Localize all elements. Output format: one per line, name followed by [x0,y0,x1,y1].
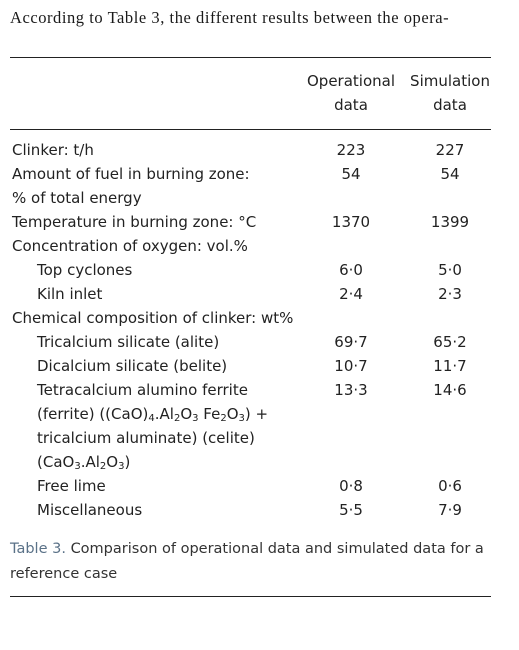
row-label: Top cyclones [37,261,133,279]
header-simulation: Simulation [410,72,490,90]
row-simulation-value: 14·6 [433,381,467,399]
row-simulation-value: 11·7 [433,357,467,375]
row-label: % of total energy [12,189,142,207]
row-simulation-value: 2·3 [438,285,462,303]
row-operational-value: 6·0 [339,261,363,279]
row-label: Clinker: t/h [12,141,94,159]
row-operational-value: 2·4 [339,285,363,303]
row-operational-value: 223 [336,141,366,159]
row-operational-value: 54 [341,165,361,183]
table-header-rule [10,129,491,130]
row-operational-value: 13·3 [334,381,368,399]
table-top-rule [10,57,491,58]
row-label: Chemical composition of clinker: wt% [12,309,294,327]
row-operational-value: 0·8 [339,477,363,495]
row-label: Tetracalcium alumino ferrite [37,381,248,399]
row-label: Free lime [37,477,106,495]
intro-text: According to Table 3, the different resu… [10,8,450,27]
row-simulation-value: 65·2 [433,333,467,351]
row-simulation-value: 227 [435,141,465,159]
row-operational-value: 5·5 [339,501,363,519]
row-label: Dicalcium silicate (belite) [37,357,228,375]
row-operational-value: 1370 [331,213,371,231]
row-label-formula: (CaO3.Al2O3) [37,453,131,472]
row-label: Concentration of oxygen: vol.% [12,237,248,255]
row-operational-value: 69·7 [334,333,368,351]
header-operational-sub: data [334,96,368,114]
row-simulation-value: 0·6 [438,477,462,495]
table-caption: Table 3. Comparison of operational data … [10,537,500,587]
row-label: Temperature in burning zone: °C [12,213,257,231]
table-bottom-rule [10,596,491,597]
row-simulation-value: 54 [440,165,460,183]
row-label: Tricalcium silicate (alite) [37,333,220,351]
header-operational: Operational [306,72,395,90]
row-simulation-value: 1399 [430,213,470,231]
row-label: Miscellaneous [37,501,143,519]
row-simulation-value: 5·0 [438,261,462,279]
row-operational-value: 10·7 [334,357,368,375]
caption-label: Table 3. [10,541,66,557]
row-label-formula: (ferrite) ((CaO)4.Al2O3 Fe2O3) + [37,405,269,424]
header-simulation-sub: data [433,96,467,114]
caption-text: Comparison of operational data and simul… [10,541,484,582]
row-simulation-value: 7·9 [438,501,462,519]
row-label: Kiln inlet [37,285,103,303]
row-label: tricalcium aluminate) (celite) [37,429,255,447]
row-label: Amount of fuel in burning zone: [12,165,250,183]
